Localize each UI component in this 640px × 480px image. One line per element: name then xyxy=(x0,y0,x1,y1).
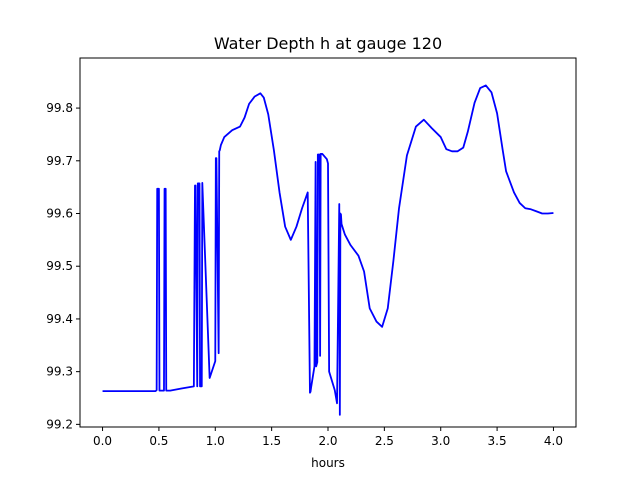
x-tick-label: 3.0 xyxy=(431,434,450,448)
x-tick-label: 2.0 xyxy=(318,434,337,448)
x-tick-label: 0.0 xyxy=(93,434,112,448)
x-axis-label: hours xyxy=(311,456,345,470)
y-tick-label: 99.6 xyxy=(46,207,73,221)
y-tick-label: 99.2 xyxy=(46,417,73,431)
y-tick-label: 99.4 xyxy=(46,312,73,326)
chart-title: Water Depth h at gauge 120 xyxy=(214,34,442,53)
series-line xyxy=(102,84,554,416)
x-tick-label: 4.0 xyxy=(544,434,563,448)
y-tick-label: 99.8 xyxy=(46,101,73,115)
axis-ticks: 0.0 0.5 1.0 1.5 2.0 2.5 3.0 3.5 4.0 99.2 99.3 99.4 9… xyxy=(46,101,563,448)
y-tick-label: 99.7 xyxy=(46,154,73,168)
x-tick-label: 1.5 xyxy=(262,434,281,448)
y-tick-label: 99.5 xyxy=(46,259,73,273)
x-tick-label: 3.5 xyxy=(488,434,507,448)
plot-area xyxy=(102,84,554,416)
x-tick-label: 2.5 xyxy=(375,434,394,448)
plot-frame xyxy=(79,57,577,428)
y-tick-label: 99.3 xyxy=(46,365,73,379)
x-tick-label: 0.5 xyxy=(149,434,168,448)
x-tick-label: 1.0 xyxy=(206,434,225,448)
